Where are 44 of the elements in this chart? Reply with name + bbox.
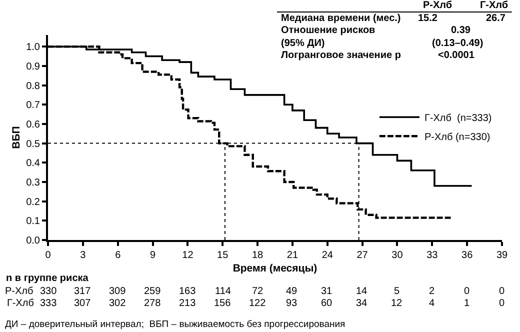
text: Г-Хлб 333 307 302 278 213 156 122 93 60 34 12 4 1 0	[7, 298, 505, 309]
x-tick-label: 33	[426, 250, 438, 261]
y-tick-label: 0.1	[26, 216, 40, 228]
x-tick-label: 39	[496, 250, 508, 261]
text: Р-Хлб	[423, 0, 452, 11]
annotation: (0.13–0.49)	[432, 38, 484, 49]
y-axis-title: ВБП	[10, 126, 22, 149]
x-tick-label: 12	[182, 250, 194, 261]
y-tick-label: 0.0	[26, 236, 40, 246]
x-tick-label: 9	[150, 250, 156, 261]
legend-label: Р-Хлб (n=330)	[424, 132, 490, 144]
x-tick-label: 15	[217, 250, 229, 261]
text: Г-Хлб	[480, 0, 508, 11]
x-axis-title: Время (месяцы)	[232, 262, 318, 274]
x-tick-label: 0	[45, 250, 52, 261]
y-tick-label: 1.0	[26, 42, 40, 54]
x-tick-label: 27	[356, 250, 368, 261]
y-tick-label: 0.2	[26, 196, 40, 208]
y-tick-label: 0.4	[26, 158, 40, 170]
y-tick-label: 0.9	[26, 61, 40, 72]
text: Медиана времени (мес.)	[281, 13, 401, 24]
text: Р-Хлб 330 317 309 259 163 114 72 49 31 14 5 2 0 0	[5, 286, 505, 297]
y-tick-label: 0.6	[26, 119, 40, 130]
x-tick-label: 24	[322, 250, 334, 261]
annotation: <0.0001	[438, 50, 475, 61]
annotation: Логранговое значение p	[281, 50, 401, 61]
text: ДИ – доверительный интервал; ВБП – выживаемость без прогрессирования	[5, 319, 346, 330]
annotation: (95% ДИ)	[281, 38, 325, 49]
annotation: Отношение рисков	[281, 25, 376, 36]
y-tick-label: 0.8	[26, 80, 40, 92]
y-tick-label: 0.7	[26, 100, 40, 112]
y-tick-label: 0.3	[26, 177, 40, 188]
x-tick-label: 18	[252, 250, 264, 261]
x-tick-label: 21	[286, 250, 298, 261]
legend-label: Г-Хлб (n=333)	[424, 113, 492, 124]
text: 26.7	[486, 13, 506, 24]
y-tick-label: 0.5	[26, 138, 40, 150]
text: n в группе риска	[6, 273, 89, 284]
x-tick-label: 6	[115, 250, 122, 261]
x-tick-label: 3	[80, 250, 86, 261]
x-tick-label: 30	[392, 250, 404, 261]
annotation: 0.39	[451, 25, 471, 36]
x-tick-label: 36	[462, 250, 474, 261]
text: 15.2	[418, 13, 438, 24]
